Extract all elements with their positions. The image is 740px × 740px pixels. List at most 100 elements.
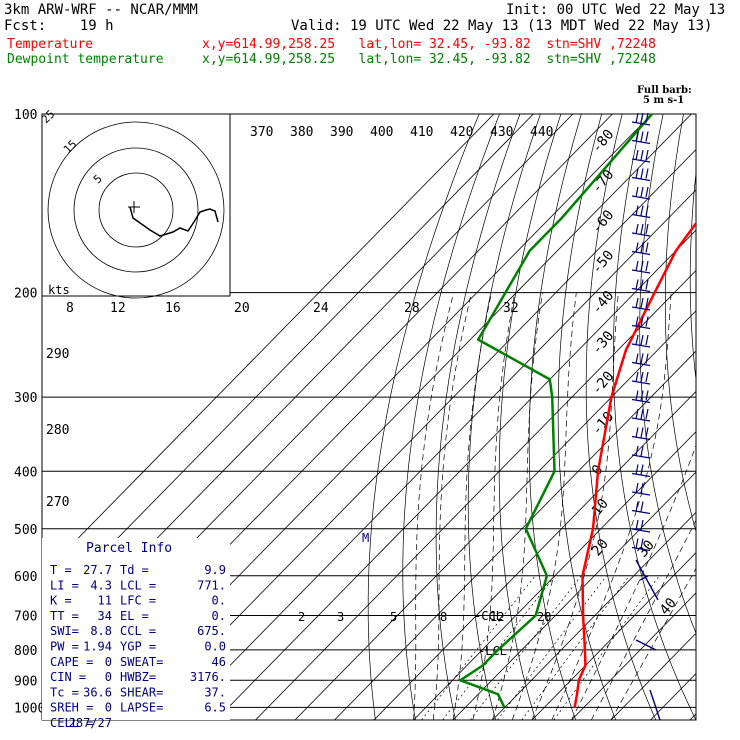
dry-adiabat xyxy=(664,114,696,533)
ccl-label: -CCL xyxy=(474,609,503,623)
wind-barb xyxy=(631,297,651,311)
wind-barb-staff xyxy=(631,546,651,552)
dry-adiabat xyxy=(557,114,617,720)
wind-barb-staff xyxy=(631,213,651,219)
moist-adiabat xyxy=(551,292,672,720)
wind-barb-flag xyxy=(645,205,649,216)
wind-barb xyxy=(631,353,651,367)
wind-units-value: 5 m s-1 xyxy=(643,95,684,106)
hodograph-ring xyxy=(98,172,174,248)
wind-barb-flag xyxy=(645,223,649,235)
wind-barb-flag xyxy=(635,223,639,235)
wind-barb-flag xyxy=(640,316,644,327)
parcel-key: Tc = xyxy=(50,685,79,699)
wind-barb-staff xyxy=(631,380,651,385)
isotherm-line xyxy=(176,189,696,720)
moist-adiabat xyxy=(492,292,543,720)
moist-adiabat xyxy=(472,292,516,720)
wind-barb xyxy=(631,390,651,404)
pressure-tick-label: 400 xyxy=(14,465,37,480)
wind-barb xyxy=(631,316,651,330)
moist-adiabat xyxy=(452,292,492,720)
wind-barb-flag xyxy=(635,131,639,142)
wind-barb-flag xyxy=(645,242,649,253)
hodograph-tick-label: 28 xyxy=(404,301,420,316)
hodograph-tick-label: 16 xyxy=(165,301,181,316)
isotherm-line xyxy=(571,592,696,720)
wind-barb xyxy=(631,242,651,256)
mixing-ratio-label: 3 xyxy=(337,610,344,624)
wind-barb-flag xyxy=(640,334,644,346)
wind-barb xyxy=(631,334,651,348)
pressure-tick-label: 500 xyxy=(14,523,37,538)
parcel-value: 6.5 xyxy=(204,701,226,715)
wind-barb-staff xyxy=(631,158,651,163)
parcel-value: 3176. xyxy=(190,670,226,684)
wind-barb-staff xyxy=(631,121,651,126)
hodograph-ring xyxy=(47,121,225,299)
wind-barb-flag xyxy=(640,260,644,272)
parcel-value: 36.6 xyxy=(83,685,112,699)
parcel-value: 1.94 xyxy=(83,640,112,654)
pressure-tick-label: 1000 xyxy=(14,701,45,716)
wind-barb-staff xyxy=(631,491,651,496)
parcel-value: 771. xyxy=(197,578,226,592)
theta-label-left: 290 xyxy=(46,347,69,362)
wind-barb-flag xyxy=(640,131,644,142)
wind-barb-flag xyxy=(635,205,639,216)
wind-barb-flag xyxy=(640,112,644,124)
theta-label-top: 440 xyxy=(530,125,553,140)
pressure-tick-label: 900 xyxy=(14,674,37,689)
parcel-key: HWBZ= xyxy=(120,670,156,684)
parcel-value: 675. xyxy=(197,624,226,638)
wind-barb-flag xyxy=(635,353,639,364)
wind-barb-flag xyxy=(640,408,644,420)
wind-barb-flag xyxy=(645,334,649,346)
wind-barb-flag xyxy=(640,371,644,383)
pressure-tick-label: 600 xyxy=(14,570,37,585)
wind-barb-flag xyxy=(635,149,639,161)
dry-adiabat xyxy=(689,169,696,383)
dry-adiabat xyxy=(639,114,696,635)
temperature-tick-label: 40 xyxy=(657,595,680,618)
dewpoint-location: x,y=614.99,258.25 lat,lon= 32.45, -93.82… xyxy=(202,52,656,67)
hodograph-tick-label: 8 xyxy=(66,301,74,316)
init-time: Init: 00 UTC Wed 22 May 13 xyxy=(506,2,726,18)
mixing-ratio-label: 20 xyxy=(537,610,551,624)
temperature-label: Temperature xyxy=(7,37,94,52)
isotherm-line xyxy=(452,471,696,720)
dry-adiabat xyxy=(612,114,696,720)
isotherm-line xyxy=(413,431,696,720)
wind-barb-flag xyxy=(640,519,644,531)
isotherm-line xyxy=(610,632,696,720)
wind-barb-staff xyxy=(631,398,651,404)
parcel-value: 0 xyxy=(105,670,112,684)
theta-label-top: 370 xyxy=(250,125,273,140)
moist-adiabat xyxy=(413,292,455,720)
wind-barb xyxy=(631,371,651,385)
theta-label-top: 420 xyxy=(450,125,473,140)
parcel-key: LCL = xyxy=(120,578,156,592)
hodograph-trace xyxy=(129,206,219,237)
wind-barb-flag xyxy=(635,519,639,531)
wind-barb-flag xyxy=(635,112,639,124)
wind-barb-staff xyxy=(631,509,651,515)
theta-label-left: 280 xyxy=(46,423,69,438)
wind-barb xyxy=(631,408,651,422)
wind-barb-flag xyxy=(645,112,649,124)
wind-barb-staff xyxy=(631,232,651,237)
pressure-tick-label: 100 xyxy=(14,108,37,123)
wind-barb-flag xyxy=(635,390,639,401)
dry-adiabat xyxy=(528,114,582,720)
marker-label: M xyxy=(362,531,369,545)
dewpoint-line xyxy=(459,114,653,708)
parcel-background xyxy=(42,538,230,720)
wind-barb-staff xyxy=(631,306,651,311)
parcel-key: T = xyxy=(50,563,72,577)
hodograph-ring xyxy=(73,147,199,273)
wind-barb-flag xyxy=(645,279,649,290)
hodograph-tick-label: 24 xyxy=(313,301,329,316)
wind-barb xyxy=(631,538,651,552)
parcel-value: 0 xyxy=(105,701,112,715)
hodograph-tick-label: 12 xyxy=(110,301,126,316)
